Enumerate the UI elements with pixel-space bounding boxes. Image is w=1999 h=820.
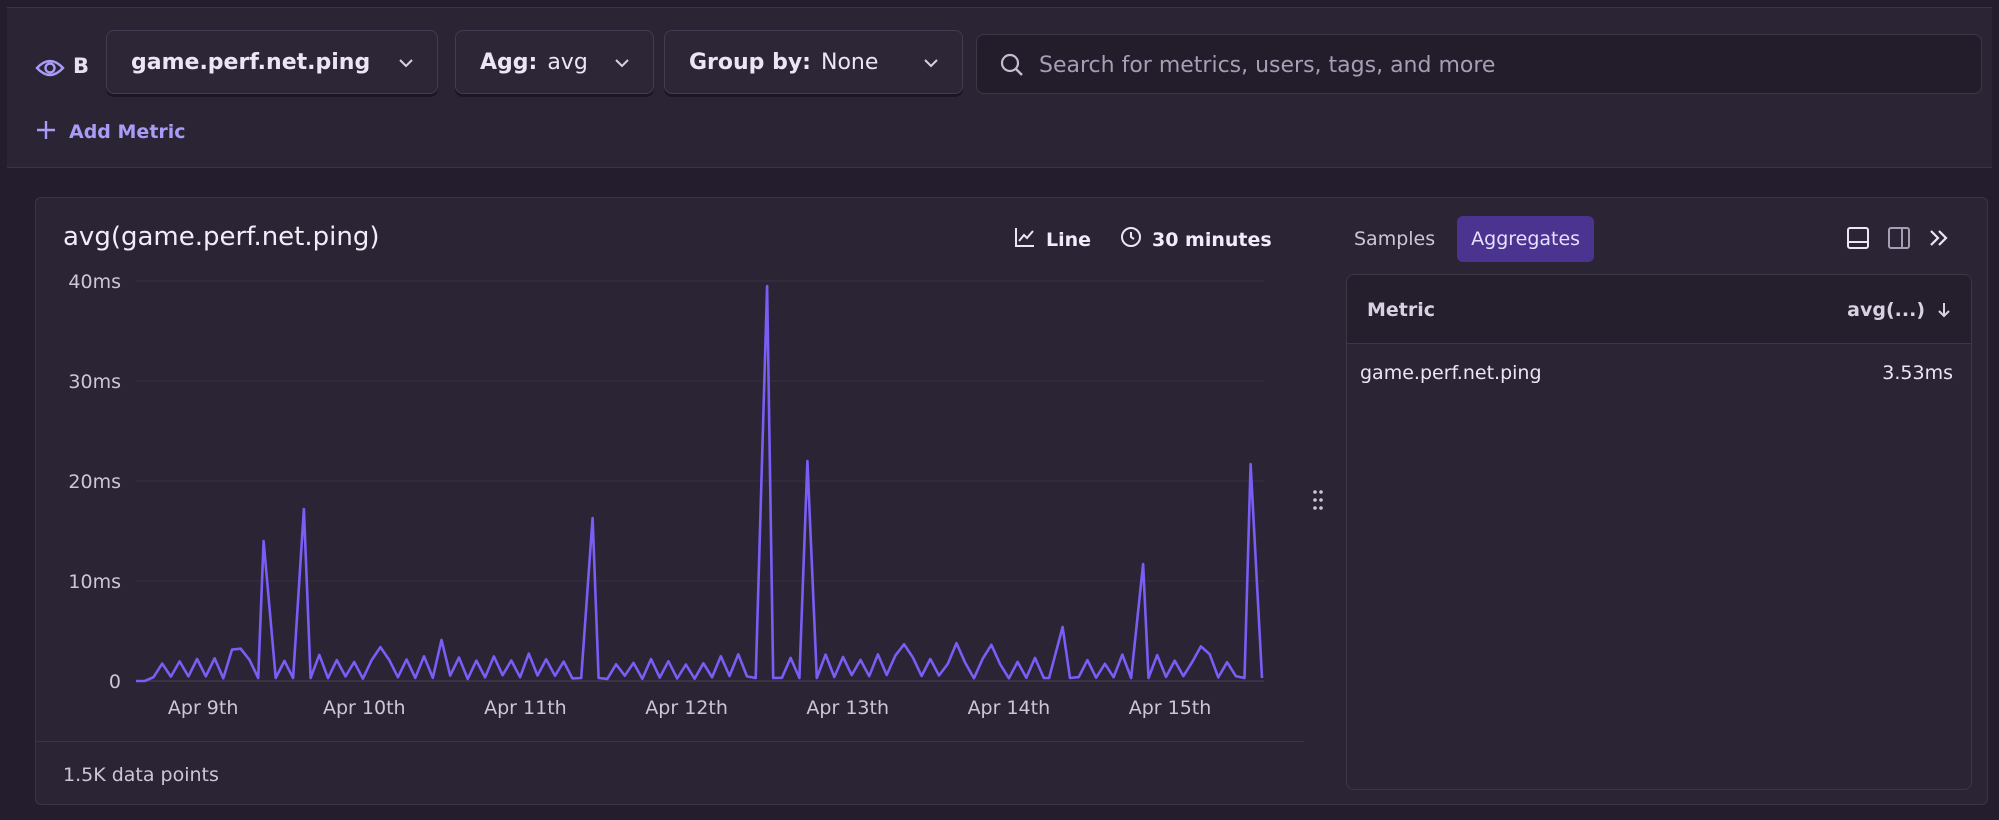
divider [36,741,1304,742]
interval-button[interactable]: 30 minutes [1120,226,1272,253]
row-metric-value: 3.53ms [1882,362,1953,384]
y-tick-label: 20ms [68,471,121,493]
y-tick-label: 0 [109,671,121,693]
column-header-metric[interactable]: Metric [1367,299,1436,321]
search-icon [999,52,1025,82]
collapse-panel-icon[interactable] [1924,223,1954,253]
search-bar [976,34,1982,95]
data-points-count: 1.5K data points [63,764,219,786]
clock-icon [1120,226,1142,253]
series-line [136,284,1264,683]
group-by-label: Group by: [689,49,811,75]
add-metric-button[interactable]: Add Metric [35,119,186,145]
display-type-button[interactable]: Line [1014,226,1091,253]
x-tick-label: Apr 10th [323,697,406,719]
metric-panel: avg(game.perf.net.ping) Line 30 minutes … [35,197,1988,805]
column-header-avg[interactable]: avg(...) [1847,299,1925,321]
query-builder: B game.perf.net.ping Agg: avg Group by: … [7,7,1992,168]
x-tick-label: Apr 14th [968,697,1051,719]
x-tick-label: Apr 11th [484,697,567,719]
aggregation-label: Agg: [480,49,538,75]
chart-title: avg(game.perf.net.ping) [63,222,380,252]
plus-icon [35,119,57,145]
group-by-value: None [820,49,879,75]
aggregates-table: Metric avg(...) game.perf.net.ping 3.53m… [1346,274,1972,790]
ping-line-chart: 0 10ms 20ms 30ms 40ms Apr 9th Apr 10th Apr 11t… [68,271,1264,719]
table-header: Metric avg(...) [1347,275,1971,344]
display-type-label: Line [1046,228,1092,251]
panel-side-layout-icon[interactable] [1884,223,1914,253]
query-letter: B [73,54,90,78]
add-metric-label: Add Metric [69,121,186,143]
aggregation-select[interactable]: Agg: avg [455,30,654,94]
x-tick-label: Apr 9th [168,697,239,719]
sort-arrow-down-icon[interactable] [1937,301,1951,323]
group-by-select[interactable]: Group by: None [664,30,963,94]
line-chart-icon [1014,226,1036,253]
row-metric-name: game.perf.net.ping [1360,362,1542,384]
interval-label: 30 minutes [1152,228,1272,251]
table-row[interactable]: game.perf.net.ping 3.53ms [1347,344,1971,402]
query-row: B game.perf.net.ping Agg: avg Group by: … [7,7,1992,97]
drag-handle-icon[interactable] [1312,489,1324,515]
x-tick-label: Apr 12th [645,697,728,719]
metric-select-value: game.perf.net.ping [131,49,371,75]
tab-aggregates[interactable]: Aggregates [1457,216,1595,262]
eye-icon[interactable] [33,51,67,85]
aggregation-value: avg [547,49,588,75]
metric-select[interactable]: game.perf.net.ping [106,30,438,94]
panel-bottom-layout-icon[interactable] [1843,223,1873,253]
chevron-down-icon [613,53,631,78]
chevron-down-icon [397,53,415,78]
x-tick-label: Apr 13th [806,697,889,719]
y-tick-label: 40ms [68,271,121,293]
search-input[interactable] [1037,35,1961,95]
y-tick-label: 30ms [68,371,121,393]
panel-tabs: Samples Aggregates [1340,216,1602,262]
y-tick-label: 10ms [68,571,121,593]
chevron-down-icon [922,53,940,78]
tab-samples[interactable]: Samples [1354,228,1436,250]
x-tick-label: Apr 15th [1129,697,1212,719]
